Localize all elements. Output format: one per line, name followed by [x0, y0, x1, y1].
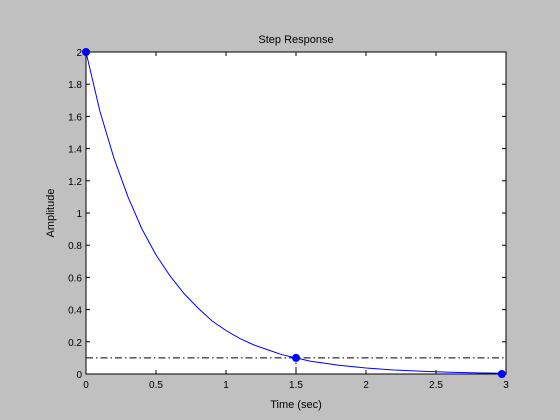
series-group — [85, 51, 507, 374]
chart-title: Step Response — [258, 34, 333, 46]
plot-area — [85, 51, 507, 375]
x-tick-label: 0.5 — [149, 380, 163, 391]
x-axis-label: Time (sec) — [270, 399, 322, 411]
x-tick-labels: 0 0.5 1 1.5 2 2.5 3 — [83, 380, 509, 391]
y-tick-label: 1.6 — [68, 112, 82, 123]
series-line — [85, 51, 507, 374]
marker-group — [82, 48, 506, 378]
y-tick-label: 1 — [76, 209, 82, 220]
x-tick-label: 2.5 — [429, 380, 443, 391]
y-tick-label: 1.4 — [68, 145, 82, 156]
x-tick-label: 1 — [223, 380, 229, 391]
x-tick-label: 3 — [503, 380, 509, 391]
x-tick-label: 1.5 — [289, 380, 303, 391]
y-tick-labels: 0 0.2 0.4 0.6 0.8 1 1.2 1.4 1.6 1.8 2 — [68, 48, 82, 381]
y-tick-label: 0.2 — [68, 338, 82, 349]
y-tick-label: 0.8 — [68, 241, 82, 252]
x-tick-label: 0 — [83, 380, 89, 391]
data-point-marker[interactable] — [292, 353, 300, 362]
y-tick-label: 0 — [76, 370, 82, 381]
data-point-marker[interactable] — [497, 370, 506, 378]
y-tick-label: 1.8 — [68, 80, 82, 91]
y-axis-label: Amplitude — [45, 189, 57, 238]
y-tick-label: 0.4 — [68, 306, 82, 317]
axis-ticks — [85, 51, 507, 375]
y-tick-label: 2 — [76, 48, 82, 59]
y-tick-label: 1.2 — [68, 177, 82, 188]
data-point-marker[interactable] — [82, 48, 90, 56]
y-tick-label: 0.6 — [68, 273, 82, 284]
x-tick-label: 2 — [363, 380, 369, 391]
